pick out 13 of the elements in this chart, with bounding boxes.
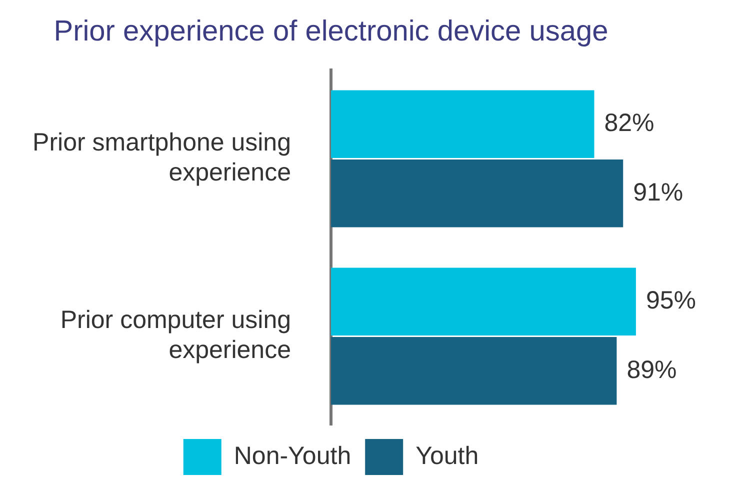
legend-label: Youth: [416, 442, 479, 470]
bar: [331, 90, 594, 158]
bar: [331, 159, 624, 228]
data-label: 91%: [633, 178, 684, 206]
y-tick-label: Prior computer using experience: [60, 306, 291, 364]
chart-title: Prior experience of electronic device usage: [54, 16, 608, 48]
bar: [331, 268, 636, 336]
data-label: 82%: [604, 109, 654, 138]
data-label: 95%: [646, 286, 696, 315]
bar: [331, 336, 617, 405]
y-tick-label: Prior smartphone using experience: [32, 128, 291, 187]
data-label: 89%: [626, 356, 677, 384]
legend-label: Non-Youth: [234, 442, 352, 470]
